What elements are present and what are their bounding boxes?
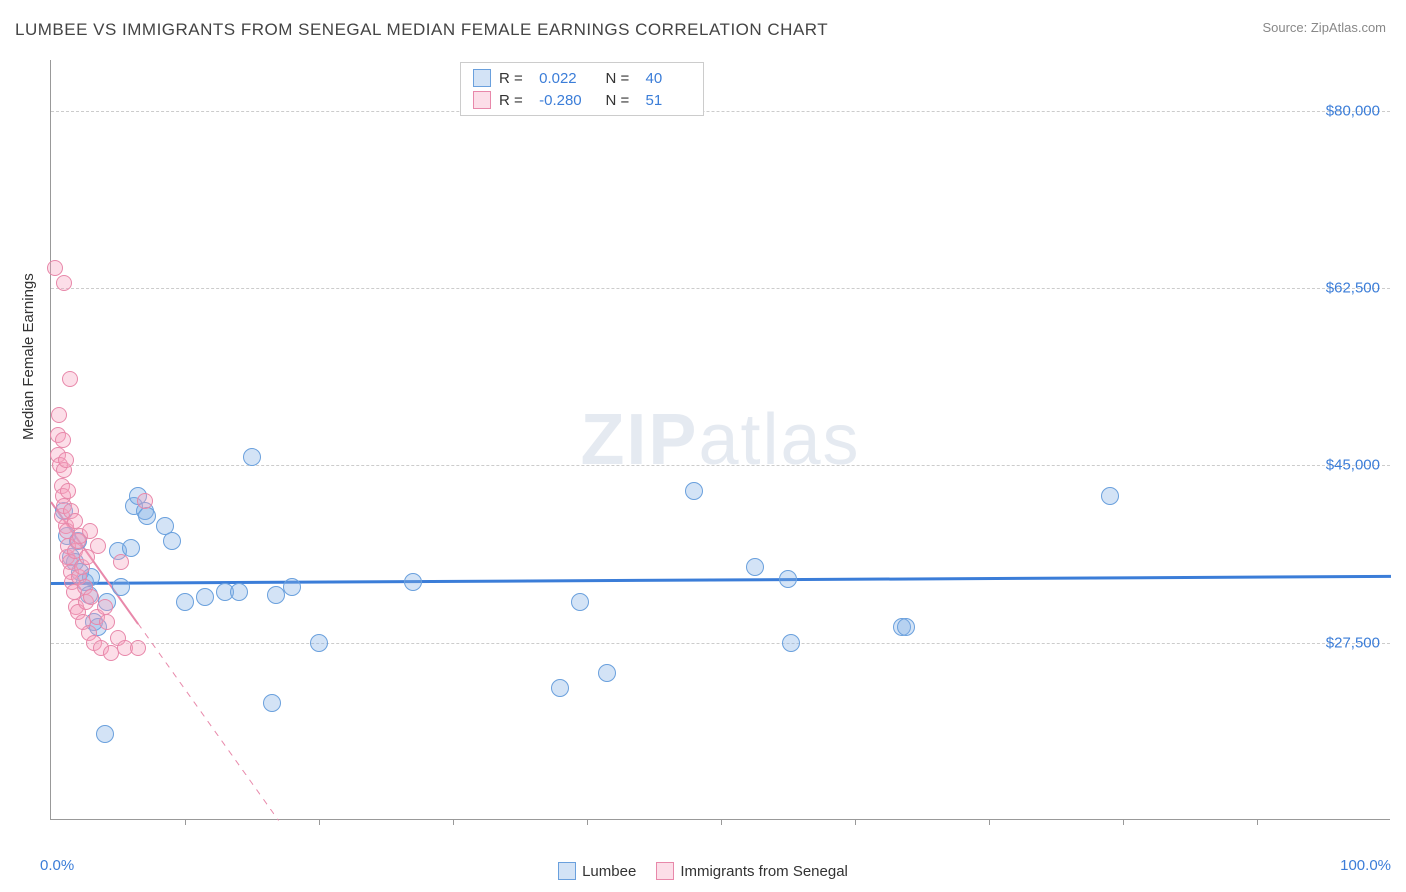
gridline: [51, 288, 1390, 289]
x-tick: [855, 819, 856, 825]
data-point: [782, 634, 800, 652]
x-tick: [319, 819, 320, 825]
data-point: [404, 573, 422, 591]
data-point: [112, 578, 130, 596]
data-point: [685, 482, 703, 500]
gridline: [51, 111, 1390, 112]
data-point: [137, 493, 153, 509]
legend-label: Lumbee: [582, 863, 636, 880]
data-point: [60, 483, 76, 499]
legend-swatch: [473, 91, 491, 109]
data-point: [176, 593, 194, 611]
data-point: [243, 448, 261, 466]
x-tick: [587, 819, 588, 825]
data-point: [571, 593, 589, 611]
y-axis-title: Median Female Earnings: [20, 273, 37, 440]
legend-item: Immigrants from Senegal: [656, 862, 848, 880]
series-legend: Lumbee Immigrants from Senegal: [0, 862, 1406, 880]
x-tick: [1257, 819, 1258, 825]
legend-swatch: [558, 862, 576, 880]
chart-title: LUMBEE VS IMMIGRANTS FROM SENEGAL MEDIAN…: [15, 20, 828, 40]
data-point: [96, 725, 114, 743]
data-point: [598, 664, 616, 682]
gridline: [51, 643, 1390, 644]
data-point: [138, 507, 156, 525]
data-point: [82, 523, 98, 539]
data-point: [47, 260, 63, 276]
data-point: [97, 599, 113, 615]
watermark: ZIPatlas: [580, 399, 860, 481]
x-axis-max-label: 100.0%: [1340, 857, 1391, 874]
stats-row: R = -0.280 N = 51: [473, 89, 691, 111]
data-point: [55, 432, 71, 448]
data-point: [130, 640, 146, 656]
legend-label: Immigrants from Senegal: [680, 863, 848, 880]
x-axis-min-label: 0.0%: [40, 857, 74, 874]
y-tick-label: $27,500: [1326, 634, 1380, 651]
plot-area: ZIPatlas $27,500 $45,000 $62,500 $80,000: [50, 60, 1390, 820]
stats-row: R = 0.022 N = 40: [473, 67, 691, 89]
x-tick: [989, 819, 990, 825]
stats-legend: R = 0.022 N = 40R = -0.280 N = 51: [460, 62, 704, 116]
legend-item: Lumbee: [558, 862, 636, 880]
data-point: [90, 538, 106, 554]
trend-line: [138, 623, 280, 821]
data-point: [263, 694, 281, 712]
y-tick-label: $62,500: [1326, 280, 1380, 297]
data-point: [310, 634, 328, 652]
y-tick-label: $80,000: [1326, 102, 1380, 119]
trend-line: [51, 575, 1391, 585]
data-point: [283, 578, 301, 596]
data-point: [196, 588, 214, 606]
x-tick: [185, 819, 186, 825]
data-point: [113, 554, 129, 570]
y-tick-label: $45,000: [1326, 457, 1380, 474]
x-tick: [721, 819, 722, 825]
data-point: [51, 407, 67, 423]
data-point: [897, 618, 915, 636]
data-point: [779, 570, 797, 588]
x-tick: [1123, 819, 1124, 825]
data-point: [746, 558, 764, 576]
x-tick: [453, 819, 454, 825]
data-point: [58, 452, 74, 468]
data-point: [56, 275, 72, 291]
data-point: [163, 532, 181, 550]
data-point: [1101, 487, 1119, 505]
data-point: [230, 583, 248, 601]
legend-swatch: [656, 862, 674, 880]
data-point: [62, 371, 78, 387]
data-point: [99, 614, 115, 630]
legend-swatch: [473, 69, 491, 87]
data-point: [67, 513, 83, 529]
data-point: [551, 679, 569, 697]
source-attribution: Source: ZipAtlas.com: [1262, 20, 1386, 35]
